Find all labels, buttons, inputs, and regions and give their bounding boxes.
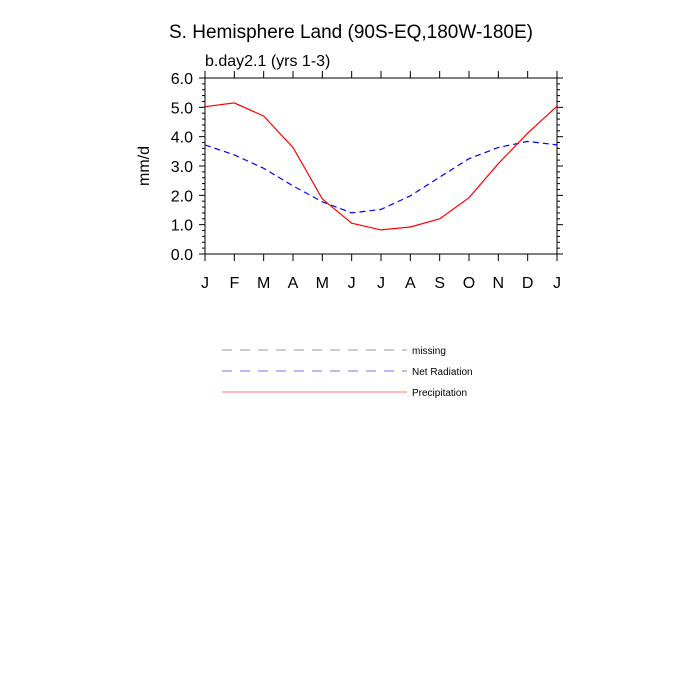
data-point xyxy=(204,143,207,146)
legend-label: missing xyxy=(412,346,446,357)
x-tick-label: D xyxy=(522,275,534,292)
data-point xyxy=(526,140,529,143)
axis-ticks: 0.01.02.03.04.05.06.0J F M A M J J A S O N D J xyxy=(171,71,563,292)
data-point xyxy=(262,167,265,170)
data-point xyxy=(292,146,295,149)
x-tick-label: M xyxy=(257,275,270,292)
data-point xyxy=(468,196,471,199)
x-tick-label: J xyxy=(377,275,385,292)
data-point xyxy=(409,194,412,197)
data-point xyxy=(292,184,295,187)
data-point xyxy=(233,153,236,156)
x-tick-label: A xyxy=(405,275,416,292)
data-point xyxy=(556,105,559,108)
y-tick-label: 2.0 xyxy=(171,188,193,205)
data-point xyxy=(204,105,207,108)
chart-title: S. Hemisphere Land (90S-EQ,180W-180E) xyxy=(169,22,533,43)
x-tick-label: J xyxy=(201,275,209,292)
series-layer xyxy=(204,101,559,231)
data-point xyxy=(233,101,236,104)
data-point xyxy=(438,217,441,220)
legend-label: Net Radiation xyxy=(412,367,473,378)
data-point xyxy=(438,176,441,179)
legend-label: Precipitation xyxy=(412,388,467,399)
data-point xyxy=(556,143,559,146)
data-point xyxy=(321,197,324,200)
x-tick-label: F xyxy=(229,275,239,292)
x-tick-label: O xyxy=(463,275,475,292)
data-point xyxy=(497,146,500,149)
data-point xyxy=(526,132,529,135)
data-point xyxy=(468,157,471,160)
y-tick-label: 6.0 xyxy=(171,71,193,88)
y-tick-label: 0.0 xyxy=(171,247,193,264)
x-tick-label: J xyxy=(348,275,356,292)
x-tick-label: J xyxy=(553,275,561,292)
x-tick-label: A xyxy=(288,275,299,292)
legend: missing Net Radiation Precipitation xyxy=(222,346,473,399)
data-point xyxy=(409,226,412,229)
data-point xyxy=(350,211,353,214)
x-tick-label: S xyxy=(434,275,445,292)
data-point xyxy=(497,162,500,165)
data-point xyxy=(380,208,383,211)
data-point xyxy=(262,115,265,118)
series-line-net-radiation xyxy=(204,140,558,214)
data-point xyxy=(321,200,324,203)
y-tick-label: 4.0 xyxy=(171,130,193,147)
data-point xyxy=(350,222,353,225)
y-tick-label: 1.0 xyxy=(171,218,193,235)
series-line-precipitation xyxy=(204,102,558,231)
chart-subtitle: b.day2.1 (yrs 1-3) xyxy=(205,53,330,70)
plot-frame xyxy=(204,77,558,255)
y-tick-label: 5.0 xyxy=(171,100,193,117)
x-tick-label: N xyxy=(493,275,505,292)
y-tick-label: 3.0 xyxy=(171,159,193,176)
data-point xyxy=(380,228,383,231)
y-axis-label: mm/d xyxy=(136,146,153,186)
x-tick-label: M xyxy=(316,275,329,292)
